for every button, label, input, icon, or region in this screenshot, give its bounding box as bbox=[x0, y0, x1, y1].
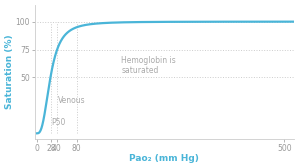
Text: P50: P50 bbox=[51, 118, 66, 127]
Text: Hemoglobin is
saturated: Hemoglobin is saturated bbox=[121, 56, 176, 75]
Text: Venous: Venous bbox=[58, 96, 86, 105]
X-axis label: Pao₂ (mm Hg): Pao₂ (mm Hg) bbox=[129, 154, 199, 163]
Y-axis label: Saturation (%): Saturation (%) bbox=[5, 35, 14, 109]
